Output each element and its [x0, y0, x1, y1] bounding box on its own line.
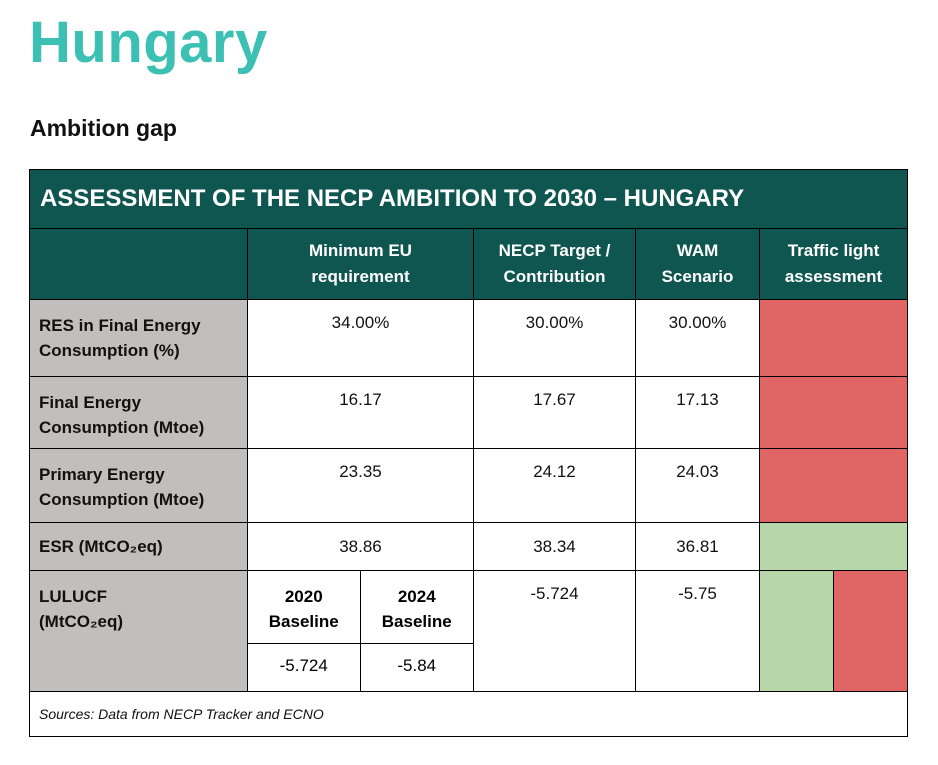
baseline-values: -5.724 -5.84: [248, 644, 473, 691]
baseline-2024-label: Baseline: [381, 612, 452, 631]
table-row: ESR (MtCO₂eq) 38.86 38.34 36.81: [29, 522, 909, 571]
wam-value: 30.00%: [635, 299, 760, 377]
wam-value: 36.81: [635, 522, 760, 571]
header-min-eu-line2: requirement: [311, 267, 410, 286]
header-wam-line2: Scenario: [661, 267, 734, 286]
header-necp-line1: NECP Target /: [498, 241, 611, 260]
table-row: Final Energy Consumption (Mtoe) 16.17 17…: [29, 376, 909, 449]
sources-row: Sources: Data from NECP Tracker and ECNO: [28, 691, 909, 737]
header-traffic-line1: Traffic light: [787, 241, 880, 260]
row-label-line2: (MtCO₂eq): [39, 612, 124, 631]
min-eu-value: 34.00%: [247, 299, 474, 377]
baseline-2020-year: 2020: [284, 587, 323, 606]
lulucf-baselines: 2020 Baseline 2024 Baseline -5.724 -5.84: [247, 570, 474, 692]
country-title: Hungary: [29, 10, 268, 75]
wam-value: 17.13: [635, 376, 760, 449]
section-title: Ambition gap: [30, 115, 177, 141]
traffic-light-red: [758, 448, 909, 523]
row-label: Final Energy Consumption (Mtoe): [29, 376, 248, 449]
row-label: RES in Final Energy Consumption (%): [29, 299, 248, 377]
header-wam-line1: WAM: [676, 241, 719, 260]
traffic-light-red: [833, 571, 908, 691]
row-label: ESR (MtCO₂eq): [29, 522, 248, 571]
wam-value: 24.03: [635, 448, 760, 523]
traffic-light-red: [758, 299, 909, 377]
table-row: Primary Energy Consumption (Mtoe) 23.35 …: [29, 448, 909, 523]
table-banner-row: ASSESSMENT OF THE NECP AMBITION TO 2030 …: [28, 169, 909, 229]
header-traffic: Traffic light assessment: [758, 228, 909, 300]
row-label: LULUCF (MtCO₂eq): [29, 570, 248, 692]
row-label-line1: Final Energy: [39, 393, 142, 412]
baseline-2024-year: 2024: [397, 587, 436, 606]
traffic-light-green: [760, 571, 834, 691]
header-traffic-line2: assessment: [784, 267, 883, 286]
necp-value: 17.67: [473, 376, 636, 449]
header-necp-line2: Contribution: [503, 267, 606, 286]
traffic-light-red: [758, 376, 909, 449]
row-label-line1: RES in Final Energy: [39, 316, 201, 335]
table-row-lulucf: LULUCF (MtCO₂eq) 2020 Baseline 2024 Base…: [29, 570, 909, 692]
necp-value: -5.724: [473, 570, 636, 692]
assessment-table: ASSESSMENT OF THE NECP AMBITION TO 2030 …: [28, 169, 909, 737]
baseline-2024-value: -5.84: [397, 656, 437, 675]
row-label-line1: LULUCF: [39, 587, 107, 606]
necp-value: 30.00%: [473, 299, 636, 377]
min-eu-value: 38.86: [247, 522, 474, 571]
row-label: Primary Energy Consumption (Mtoe): [29, 448, 248, 523]
traffic-light-green: [758, 522, 909, 571]
table-title: ASSESSMENT OF THE NECP AMBITION TO 2030 …: [28, 169, 909, 229]
header-min-eu: Minimum EU requirement: [247, 228, 474, 300]
wam-value: -5.75: [635, 570, 760, 692]
baseline-2020-label: Baseline: [268, 612, 339, 631]
table-header-row: Minimum EU requirement NECP Target / Con…: [29, 228, 909, 300]
header-wam: WAM Scenario: [635, 228, 760, 300]
row-label-line2: Consumption (Mtoe): [39, 490, 205, 509]
row-label-line1: Primary Energy: [39, 465, 165, 484]
traffic-light-split: [758, 570, 909, 692]
sources-note: Sources: Data from NECP Tracker and ECNO: [28, 691, 909, 737]
header-min-eu-line1: Minimum EU: [309, 241, 412, 260]
table-row: RES in Final Energy Consumption (%) 34.0…: [29, 299, 909, 377]
min-eu-value: 23.35: [247, 448, 474, 523]
header-necp: NECP Target / Contribution: [473, 228, 636, 300]
necp-value: 38.34: [473, 522, 636, 571]
min-eu-value: 16.17: [247, 376, 474, 449]
header-empty-cell: [29, 228, 248, 300]
baseline-2024-header: 2024 Baseline: [361, 571, 474, 643]
baseline-2020-header: 2020 Baseline: [248, 571, 361, 643]
row-label-line2: Consumption (%): [39, 341, 180, 360]
baseline-header: 2020 Baseline 2024 Baseline: [248, 571, 473, 644]
baseline-2020-value: -5.724: [248, 644, 361, 691]
necp-value: 24.12: [473, 448, 636, 523]
row-label-line2: Consumption (Mtoe): [39, 418, 205, 437]
